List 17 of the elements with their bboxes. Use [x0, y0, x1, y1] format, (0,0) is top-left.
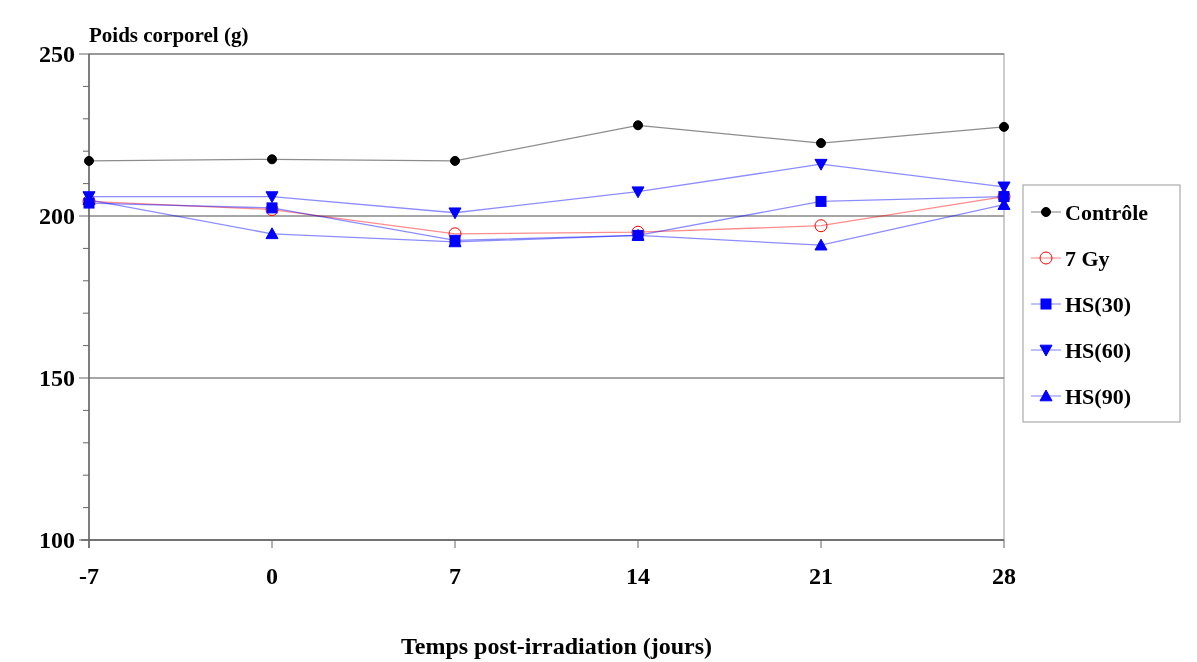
legend-label: HS(60)	[1065, 337, 1131, 363]
x-tick-label: 21	[809, 563, 833, 589]
y-tick-label: 250	[39, 41, 75, 68]
x-tick-label: 14	[626, 563, 650, 589]
x-tick-label: -7	[79, 563, 99, 589]
legend-label: HS(90)	[1065, 383, 1131, 409]
x-tick-label: 28	[992, 563, 1016, 589]
legend-label: 7 Gy	[1065, 245, 1110, 271]
x-axis-title: Temps post-irradiation (jours)	[400, 633, 713, 659]
legend-label: Contrôle	[1065, 199, 1149, 225]
y-tick-label: 100	[39, 527, 75, 554]
y-axis-title: Poids corporel (g)	[89, 23, 249, 47]
y-tick-label: 150	[39, 365, 75, 392]
x-tick-label: 0	[266, 563, 278, 589]
x-tick-label: 7	[449, 563, 461, 589]
legend-label: HS(30)	[1065, 291, 1131, 317]
y-tick-label: 200	[39, 203, 75, 230]
